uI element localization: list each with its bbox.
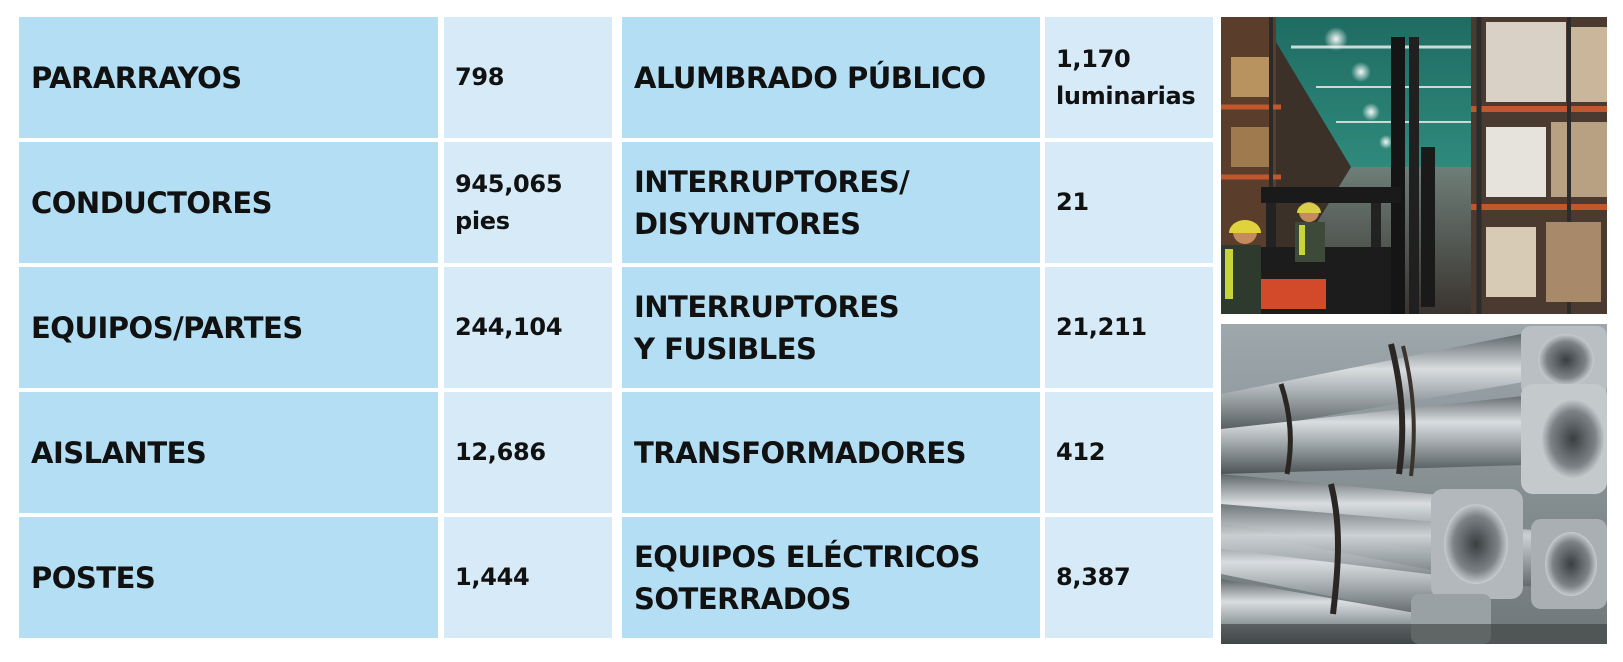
value-text: 12,686: [455, 438, 546, 466]
row-label-interruptores-fusibles: INTERRUPTORES Y FUSIBLES: [622, 267, 1040, 388]
label-text: EQUIPOS ELÉCTRICOS SOTERRADOS: [634, 539, 980, 616]
value-text: 1,444: [455, 563, 530, 591]
row-label-postes: POSTES: [19, 517, 438, 638]
row-value-equipos-electricos-soterrados: 8,387: [1045, 517, 1213, 638]
row-value-transformadores: 412: [1045, 392, 1213, 513]
row-label-pararrayos: PARARRAYOS: [19, 17, 438, 138]
metal-poles-photo: [1221, 324, 1607, 644]
value-text: 1,170 luminarias: [1056, 44, 1196, 110]
row-value-alumbrado-publico: 1,170 luminarias: [1045, 17, 1213, 138]
row-value-postes: 1,444: [444, 517, 612, 638]
label-text: ALUMBRADO PÚBLICO: [634, 60, 986, 95]
value-text: 412: [1056, 438, 1106, 466]
value-text: 244,104: [455, 313, 563, 341]
row-value-pararrayos: 798: [444, 17, 612, 138]
row-value-conductores: 945,065 pies: [444, 142, 612, 263]
label-text: TRANSFORMADORES: [634, 435, 967, 470]
value-text: 21,211: [1056, 313, 1147, 341]
row-value-interruptores-fusibles: 21,211: [1045, 267, 1213, 388]
inventory-table-left: PARARRAYOS 798 CONDUCTORES 945,065 pies …: [19, 17, 612, 638]
row-value-equipos-partes: 244,104: [444, 267, 612, 388]
row-label-conductores: CONDUCTORES: [19, 142, 438, 263]
label-text: INTERRUPTORES Y FUSIBLES: [634, 289, 900, 366]
row-label-alumbrado-publico: ALUMBRADO PÚBLICO: [622, 17, 1040, 138]
value-text: 8,387: [1056, 563, 1131, 591]
label-text: AISLANTES: [31, 435, 207, 470]
row-label-equipos-electricos-soterrados: EQUIPOS ELÉCTRICOS SOTERRADOS: [622, 517, 1040, 638]
label-text: EQUIPOS/PARTES: [31, 310, 303, 345]
value-text: 21: [1056, 188, 1089, 216]
value-text: 945,065 pies: [455, 169, 563, 235]
row-label-transformadores: TRANSFORMADORES: [622, 392, 1040, 513]
label-text: INTERRUPTORES/ DISYUNTORES: [634, 164, 910, 241]
row-value-interruptores-disyuntores: 21: [1045, 142, 1213, 263]
row-label-equipos-partes: EQUIPOS/PARTES: [19, 267, 438, 388]
inventory-table-right: ALUMBRADO PÚBLICO 1,170 luminarias INTER…: [622, 17, 1213, 638]
value-text: 798: [455, 63, 505, 91]
row-value-aislantes: 12,686: [444, 392, 612, 513]
row-label-aislantes: AISLANTES: [19, 392, 438, 513]
warehouse-forklift-photo: [1221, 17, 1607, 314]
label-text: CONDUCTORES: [31, 185, 273, 220]
row-label-interruptores-disyuntores: INTERRUPTORES/ DISYUNTORES: [622, 142, 1040, 263]
label-text: PARARRAYOS: [31, 60, 242, 95]
label-text: POSTES: [31, 560, 156, 595]
